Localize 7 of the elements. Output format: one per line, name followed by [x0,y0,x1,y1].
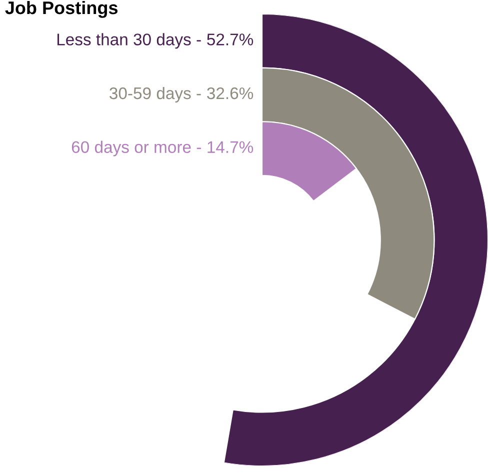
category-label: 60 days or more - [72,140,201,156]
data-label: 32.6% [207,87,254,100]
category-label: Less than 30 days - [57,33,201,49]
data-label: 52.7% [207,34,254,46]
data-label: 14.7% [208,141,254,153]
category-label: 30-59 days - [110,86,201,102]
text: Job Postings [5,0,118,18]
